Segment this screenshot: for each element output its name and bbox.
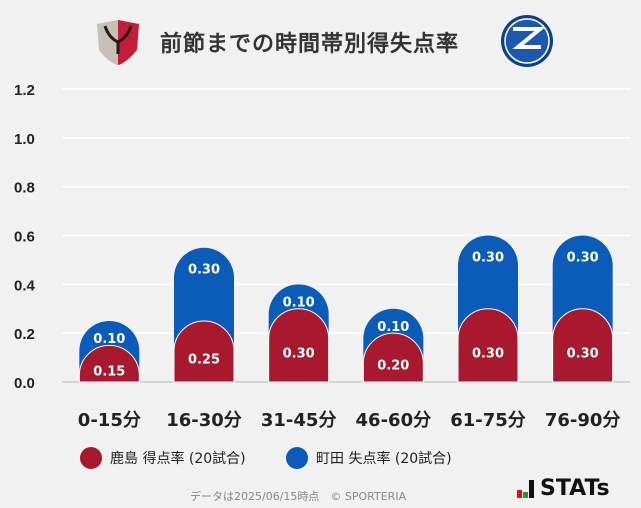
y-tick-label: 0.8 [14, 180, 35, 197]
bar-kashima [457, 308, 519, 383]
data-label: 0.30 [472, 346, 504, 361]
bar-kashima [268, 308, 330, 383]
data-label: 0.10 [377, 320, 409, 335]
x-tick-label: 0-15分 [78, 410, 141, 431]
data-label: 0.10 [283, 296, 315, 311]
y-tick-label: 0.2 [14, 326, 35, 343]
bar-kashima [552, 308, 614, 383]
data-label: 0.30 [188, 263, 220, 278]
data-label: 0.30 [567, 346, 599, 361]
footer-note: データは2025/06/15時点 © SPORTERIA [190, 490, 407, 503]
bar-kashima [173, 320, 235, 383]
data-label: 0.25 [188, 352, 220, 367]
y-tick-label: 1.0 [14, 131, 35, 148]
data-label: 0.30 [472, 251, 504, 266]
stats-logo: STATs [517, 476, 610, 501]
legend-item-machida: 町田 失点率 (20試合) [286, 447, 452, 469]
chart-title: 前節までの時間帯別得失点率 [160, 32, 460, 57]
data-label: 0.20 [377, 359, 409, 374]
legend-swatch-red [80, 447, 102, 469]
legend-label: 鹿島 得点率 (20試合) [110, 451, 246, 467]
x-tick-label: 16-30分 [166, 410, 242, 431]
data-label: 0.30 [283, 346, 315, 361]
chart-plot: 0.0 0.2 0.4 0.6 0.8 1.0 1.2 0.15 0.10 0-15分 0.25 0.… [14, 82, 630, 431]
kashima-logo [95, 18, 141, 70]
bar-kashima [362, 332, 424, 383]
x-tick-label: 61-75分 [450, 410, 526, 431]
stats-bars-icon [517, 480, 534, 498]
bar-kashima [78, 345, 140, 383]
y-tick-label: 1.2 [14, 82, 35, 99]
y-tick-label: 0.6 [14, 229, 35, 246]
data-label: 0.15 [93, 365, 125, 380]
legend-swatch-blue [286, 447, 308, 469]
data-label: 0.30 [567, 251, 599, 266]
y-tick-label: 0.4 [14, 277, 36, 294]
x-tick-label: 46-60分 [356, 410, 432, 431]
data-label: 0.10 [93, 332, 125, 347]
legend-item-kashima: 鹿島 得点率 (20試合) [80, 447, 246, 469]
x-tick-label: 31-45分 [261, 410, 337, 431]
x-tick-label: 76-90分 [545, 410, 621, 431]
y-tick-label: 0.0 [14, 375, 35, 392]
legend-label: 町田 失点率 (20試合) [316, 451, 452, 467]
zelvia-logo [500, 14, 554, 72]
